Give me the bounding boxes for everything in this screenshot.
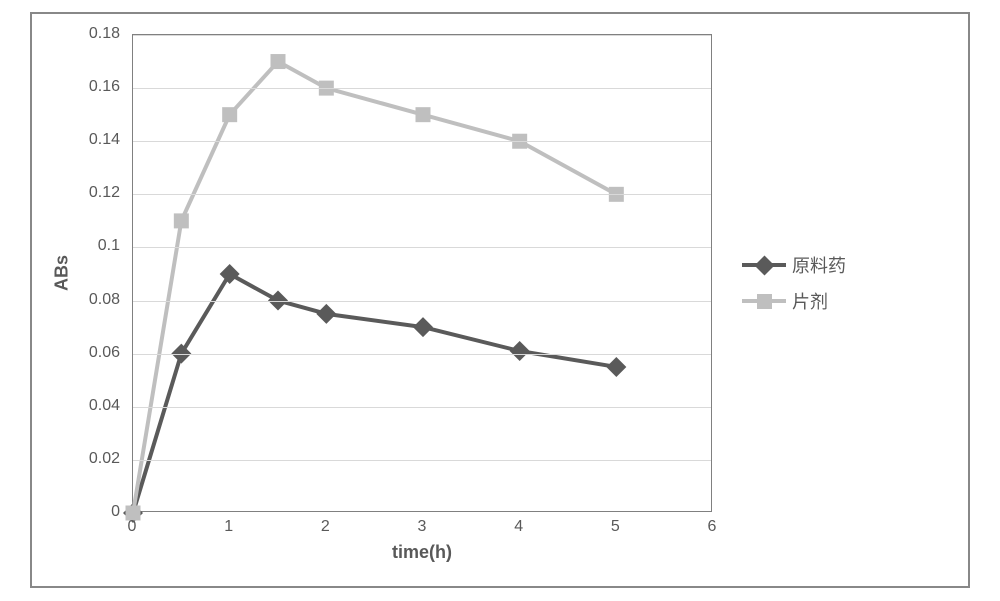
- y-tick-label: 0.12: [60, 184, 120, 202]
- gridline-h: [133, 88, 711, 89]
- gridline-h: [133, 407, 711, 408]
- x-tick-label: 3: [418, 518, 427, 536]
- data-marker-diamond: [510, 341, 530, 361]
- gridline-h: [133, 247, 711, 248]
- data-marker-square: [174, 213, 189, 228]
- y-tick-label: 0.08: [60, 291, 120, 309]
- y-tick-label: 0.1: [60, 237, 120, 255]
- gridline-h: [133, 301, 711, 302]
- y-tick-label: 0.18: [60, 25, 120, 43]
- x-tick-label: 2: [321, 518, 330, 536]
- data-marker-square: [416, 107, 431, 122]
- x-tick-label: 0: [128, 518, 137, 536]
- data-marker-square: [757, 294, 772, 309]
- data-marker-diamond: [754, 255, 774, 275]
- data-marker-diamond: [316, 304, 336, 324]
- x-tick-label: 4: [514, 518, 523, 536]
- x-tick-label: 6: [708, 518, 717, 536]
- legend-label: 原料药: [792, 252, 846, 278]
- legend-line: [742, 299, 786, 303]
- legend: 原料药片剂: [742, 252, 846, 324]
- legend-item: 原料药: [742, 252, 846, 278]
- y-tick-label: 0.04: [60, 397, 120, 415]
- chart-lines-svg: [133, 35, 713, 513]
- x-tick-label: 5: [611, 518, 620, 536]
- x-axis-title: time(h): [392, 542, 452, 563]
- legend-label: 片剂: [792, 288, 828, 314]
- series-line: [133, 274, 616, 513]
- legend-marker-icon: [756, 257, 773, 274]
- gridline-h: [133, 354, 711, 355]
- data-marker-diamond: [220, 264, 240, 284]
- y-tick-label: 0.02: [60, 450, 120, 468]
- gridline-h: [133, 141, 711, 142]
- gridline-h: [133, 194, 711, 195]
- data-marker-square: [222, 107, 237, 122]
- plot-area: [132, 34, 712, 512]
- legend-marker-icon: [755, 292, 774, 311]
- gridline-h: [133, 35, 711, 36]
- data-marker-diamond: [606, 357, 626, 377]
- y-tick-label: 0.14: [60, 131, 120, 149]
- x-tick-label: 1: [224, 518, 233, 536]
- data-marker-diamond: [413, 317, 433, 337]
- chart-frame: ABs time(h) 原料药片剂 0 0.02 0.04 0.06 0.08 0.1 0.…: [30, 12, 970, 588]
- y-axis-title: ABs: [52, 255, 73, 291]
- series-line: [133, 62, 616, 513]
- gridline-h: [133, 460, 711, 461]
- y-tick-label: 0.16: [60, 78, 120, 96]
- y-tick-label: 0.06: [60, 344, 120, 362]
- legend-item: 片剂: [742, 288, 846, 314]
- legend-line: [742, 263, 786, 267]
- data-marker-square: [271, 54, 286, 69]
- y-tick-label: 0: [60, 503, 120, 521]
